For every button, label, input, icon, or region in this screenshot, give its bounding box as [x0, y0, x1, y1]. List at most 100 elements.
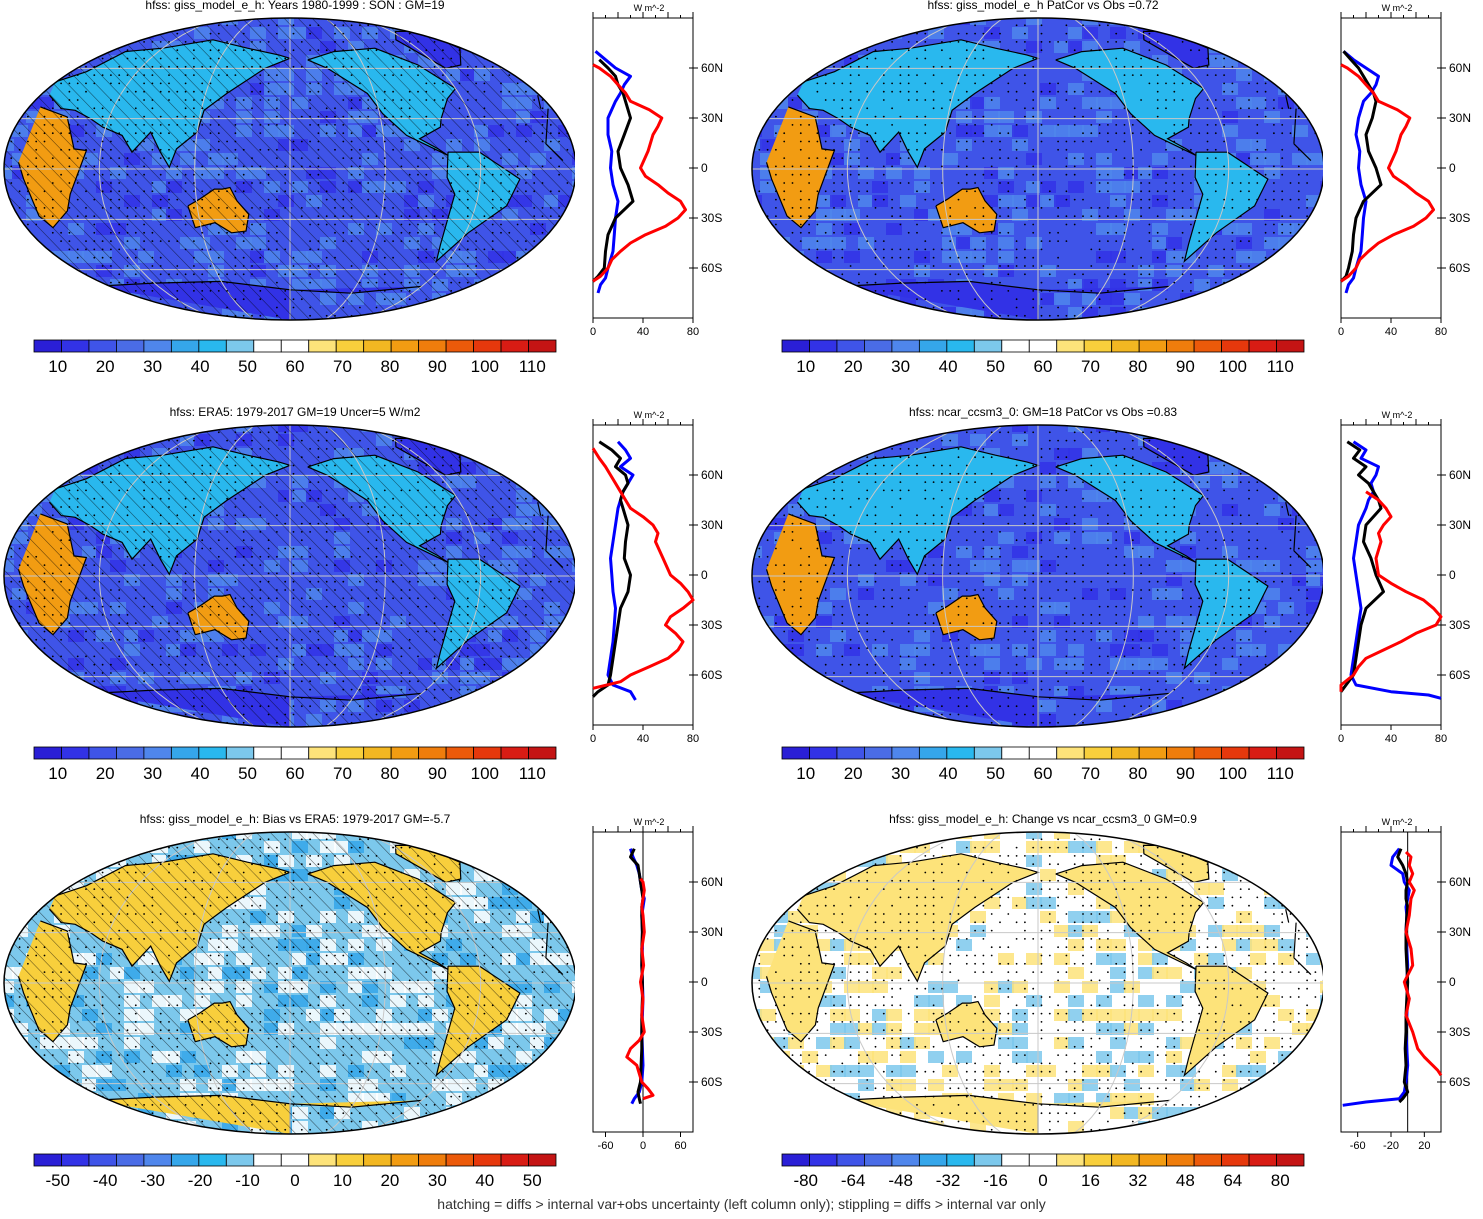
stipple-dot	[517, 124, 519, 126]
stipple-dot	[1032, 232, 1034, 234]
stipple-dot	[567, 249, 569, 251]
stipple-dot	[326, 199, 328, 201]
stipple-dot	[276, 556, 278, 558]
stipple-dot	[251, 107, 253, 109]
stipple-dot	[1049, 199, 1051, 201]
stipple-dot	[1149, 190, 1151, 192]
stipple-dot	[334, 49, 336, 51]
stipple-dot	[367, 273, 369, 275]
stipple-dot	[69, 49, 71, 51]
stipple-dot	[1082, 323, 1084, 324]
field-cell	[544, 602, 560, 614]
stipple-dot	[442, 323, 444, 324]
stipple-dot	[309, 107, 311, 109]
stipple-dot	[875, 132, 877, 134]
stipple-dot	[1248, 265, 1250, 267]
stipple-dot	[284, 431, 286, 433]
stipple-dot	[908, 66, 910, 68]
stipple-dot	[160, 647, 162, 649]
stipple-dot	[792, 257, 794, 259]
stipple-dot	[1140, 265, 1142, 267]
stipple-dot	[118, 207, 120, 209]
stipple-dot	[392, 41, 394, 43]
stipple-dot	[983, 224, 985, 226]
stipple-dot	[825, 174, 827, 176]
stipple-dot	[185, 722, 187, 724]
field-cell	[1054, 125, 1070, 137]
stipple-dot	[309, 240, 311, 242]
stipple-dot	[891, 215, 893, 217]
stipple-dot	[77, 498, 79, 500]
stipple-dot	[983, 141, 985, 143]
stipple-dot	[218, 190, 220, 192]
stipple-dot	[152, 282, 154, 284]
stipple-dot	[767, 16, 769, 18]
field-cell	[12, 307, 28, 319]
stipple-dot	[384, 107, 386, 109]
stipple-dot	[243, 606, 245, 608]
stipple-dot	[991, 83, 993, 85]
stipple-dot	[900, 249, 902, 251]
stipple-dot	[841, 323, 843, 324]
stipple-dot	[1290, 290, 1292, 292]
panel-title: hfss: giss_model_e_h PatCor vs Obs =0.72	[748, 0, 1338, 12]
field-cell	[278, 83, 294, 95]
stipple-dot	[27, 141, 29, 143]
stipple-dot	[210, 249, 212, 251]
stipple-dot	[243, 215, 245, 217]
stipple-dot	[168, 647, 170, 649]
stipple-dot	[1007, 315, 1009, 317]
stipple-dot	[825, 232, 827, 234]
stipple-dot	[484, 182, 486, 184]
stipple-dot	[467, 215, 469, 217]
stipple-dot	[1223, 199, 1225, 201]
stipple-dot	[218, 199, 220, 201]
stipple-dot	[550, 282, 552, 284]
stipple-dot	[1232, 249, 1234, 251]
stipple-dot	[168, 282, 170, 284]
stipple-dot	[800, 298, 802, 300]
stipple-dot	[243, 66, 245, 68]
stipple-dot	[417, 41, 419, 43]
stipple-dot	[1182, 99, 1184, 101]
stipple-dot	[127, 639, 129, 641]
field-cell	[830, 14, 846, 25]
field-cell	[830, 237, 846, 249]
stipple-dot	[1198, 49, 1200, 51]
stipple-dot	[185, 273, 187, 275]
map	[0, 14, 575, 324]
stipple-dot	[1273, 58, 1275, 60]
stipple-dot	[1207, 199, 1209, 201]
stipple-dot	[750, 298, 752, 300]
stipple-dot	[35, 639, 37, 641]
stipple-dot	[60, 556, 62, 558]
field-cell	[96, 630, 112, 642]
stipple-dot	[1140, 199, 1142, 201]
stipple-dot	[401, 232, 403, 234]
stipple-dot	[218, 481, 220, 483]
field-cell	[334, 532, 350, 544]
field-cell	[544, 490, 560, 502]
stipple-dot	[210, 581, 212, 583]
stipple-dot	[1024, 265, 1026, 267]
stipple-dot	[900, 207, 902, 209]
stipple-dot	[251, 573, 253, 575]
stipple-dot	[93, 423, 95, 425]
stipple-dot	[825, 99, 827, 101]
stipple-dot	[218, 74, 220, 76]
stipple-dot	[193, 116, 195, 118]
stipple-dot	[1306, 91, 1308, 93]
stipple-dot	[1232, 298, 1234, 300]
field-cell	[502, 307, 518, 319]
stipple-dot	[185, 174, 187, 176]
stipple-dot	[1007, 83, 1009, 85]
stipple-dot	[983, 240, 985, 242]
stipple-dot	[235, 273, 237, 275]
stipple-dot	[1273, 224, 1275, 226]
stipple-dot	[10, 207, 12, 209]
stipple-dot	[93, 257, 95, 259]
stipple-dot	[52, 66, 54, 68]
stipple-dot	[1007, 91, 1009, 93]
field-cell	[26, 476, 42, 488]
